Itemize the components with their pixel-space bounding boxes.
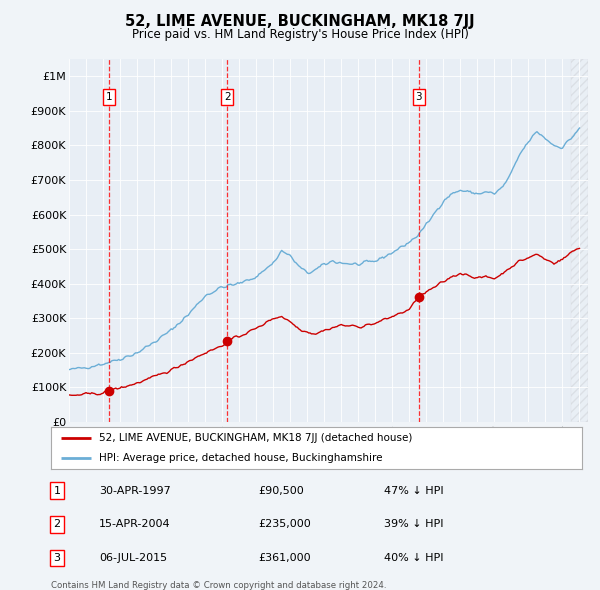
Text: HPI: Average price, detached house, Buckinghamshire: HPI: Average price, detached house, Buck… — [99, 453, 382, 463]
Text: 2: 2 — [53, 519, 61, 529]
Text: 1: 1 — [53, 486, 61, 496]
Text: 30-APR-1997: 30-APR-1997 — [99, 486, 171, 496]
Text: 2: 2 — [224, 92, 230, 102]
Text: 15-APR-2004: 15-APR-2004 — [99, 519, 170, 529]
Bar — [571, 59, 588, 422]
Text: 40% ↓ HPI: 40% ↓ HPI — [384, 553, 443, 563]
Text: £90,500: £90,500 — [258, 486, 304, 496]
Text: 47% ↓ HPI: 47% ↓ HPI — [384, 486, 443, 496]
Text: 52, LIME AVENUE, BUCKINGHAM, MK18 7JJ: 52, LIME AVENUE, BUCKINGHAM, MK18 7JJ — [125, 14, 475, 30]
Text: £361,000: £361,000 — [258, 553, 311, 563]
Text: 06-JUL-2015: 06-JUL-2015 — [99, 553, 167, 563]
Text: £235,000: £235,000 — [258, 519, 311, 529]
Text: 39% ↓ HPI: 39% ↓ HPI — [384, 519, 443, 529]
Text: 52, LIME AVENUE, BUCKINGHAM, MK18 7JJ (detached house): 52, LIME AVENUE, BUCKINGHAM, MK18 7JJ (d… — [99, 433, 412, 443]
Text: Contains HM Land Registry data © Crown copyright and database right 2024.
This d: Contains HM Land Registry data © Crown c… — [51, 581, 386, 590]
Text: 1: 1 — [106, 92, 112, 102]
Text: 3: 3 — [415, 92, 422, 102]
Bar — [571, 59, 588, 422]
Text: Price paid vs. HM Land Registry's House Price Index (HPI): Price paid vs. HM Land Registry's House … — [131, 28, 469, 41]
Text: 3: 3 — [53, 553, 61, 563]
